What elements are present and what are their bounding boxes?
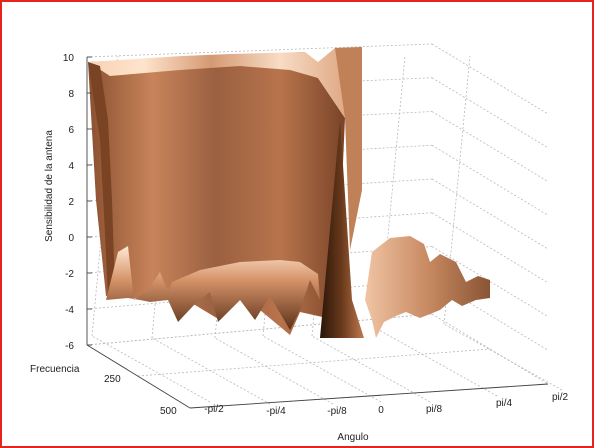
grid-x-line [311, 335, 431, 403]
grid-z-line-side [431, 178, 549, 250]
y-axis-label: Frecuencia [30, 364, 80, 375]
x-axis-ticks: -pi/2 -pi/4 -pi/8 0 pi/8 pi/4 pi/2 [204, 392, 568, 417]
z-tick-label: 6 [68, 125, 74, 136]
surface-right-wall [335, 47, 362, 250]
grid-x-line [262, 335, 382, 403]
z-tick-label: 0 [68, 233, 74, 244]
grid-z-line-side [431, 77, 549, 149]
grid-z-line-side [431, 111, 549, 182]
x-tick-label: pi/2 [552, 392, 569, 403]
surface-main-spike [320, 120, 364, 338]
z-tick-label: -4 [65, 305, 74, 316]
y-axis-ticks: 250 500 [104, 374, 177, 417]
surface-top-ridge [88, 47, 362, 130]
surface-right-lobes [365, 236, 490, 338]
x-axis-label: Angulo [337, 432, 369, 443]
x-tick-label: pi/8 [426, 404, 443, 415]
y-tick-label: 500 [160, 406, 177, 417]
y-axis-line [86, 344, 191, 409]
grid-z-line-side [431, 144, 549, 216]
x-tick-label: pi/4 [496, 398, 513, 409]
z-tick-label: -6 [65, 341, 74, 352]
surface-left-lobes [106, 246, 320, 330]
grid-z-line-side [431, 43, 549, 115]
grid-z-line-side [431, 279, 549, 351]
z-axis-ticks: -6 -4 -2 0 2 4 6 8 10 [63, 53, 92, 352]
z-tick-label: 4 [68, 161, 74, 172]
grid-y-line [137, 348, 491, 377]
x-tick-label: -pi/8 [327, 406, 347, 417]
grid-x-line [378, 329, 498, 397]
z-axis-label: Sensibilidad de la antena [44, 130, 55, 242]
x-tick-label: -pi/2 [204, 404, 224, 415]
grid-x-line [214, 337, 334, 405]
x-tick-label: 0 [378, 405, 384, 416]
y-tick-label: 250 [104, 374, 121, 385]
grid-x-line [151, 337, 271, 405]
grid-z-line-side [431, 246, 549, 317]
grid-z-line [86, 43, 433, 58]
z-tick-label: -2 [65, 269, 74, 280]
grid-z-line-side [431, 212, 549, 284]
surface-left-edge [88, 62, 115, 296]
z-tick-label: 10 [63, 53, 75, 64]
x-axis-line [189, 383, 549, 409]
grid-x-line [443, 323, 563, 391]
x-tick-label: -pi/4 [266, 406, 286, 417]
z-tick-label: 2 [68, 197, 74, 208]
grid-z-line-side [431, 313, 549, 385]
grid-x-line [91, 335, 211, 403]
z-tick-label: 8 [68, 89, 74, 100]
surface [88, 47, 490, 338]
